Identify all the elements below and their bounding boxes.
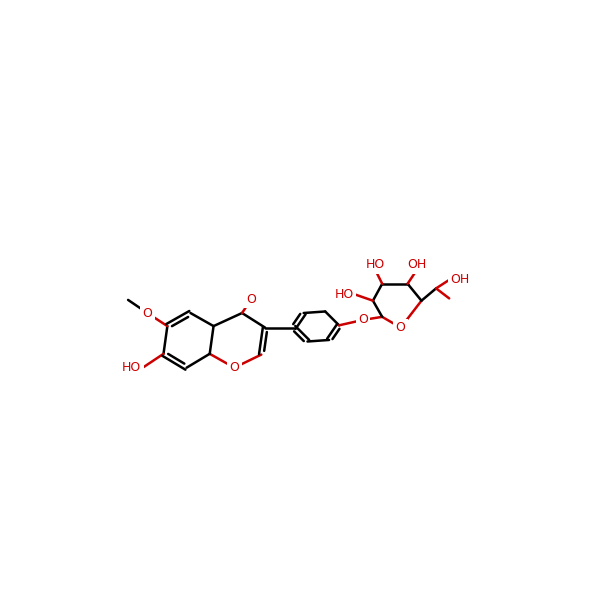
Text: O: O (358, 313, 368, 326)
Text: O: O (229, 361, 239, 374)
Text: O: O (247, 293, 256, 305)
Text: O: O (396, 321, 406, 334)
Text: O: O (142, 307, 152, 320)
Text: HO: HO (365, 259, 385, 271)
Text: OH: OH (407, 259, 427, 271)
Text: HO: HO (334, 288, 354, 301)
Text: HO: HO (122, 361, 141, 374)
Text: OH: OH (451, 274, 470, 286)
